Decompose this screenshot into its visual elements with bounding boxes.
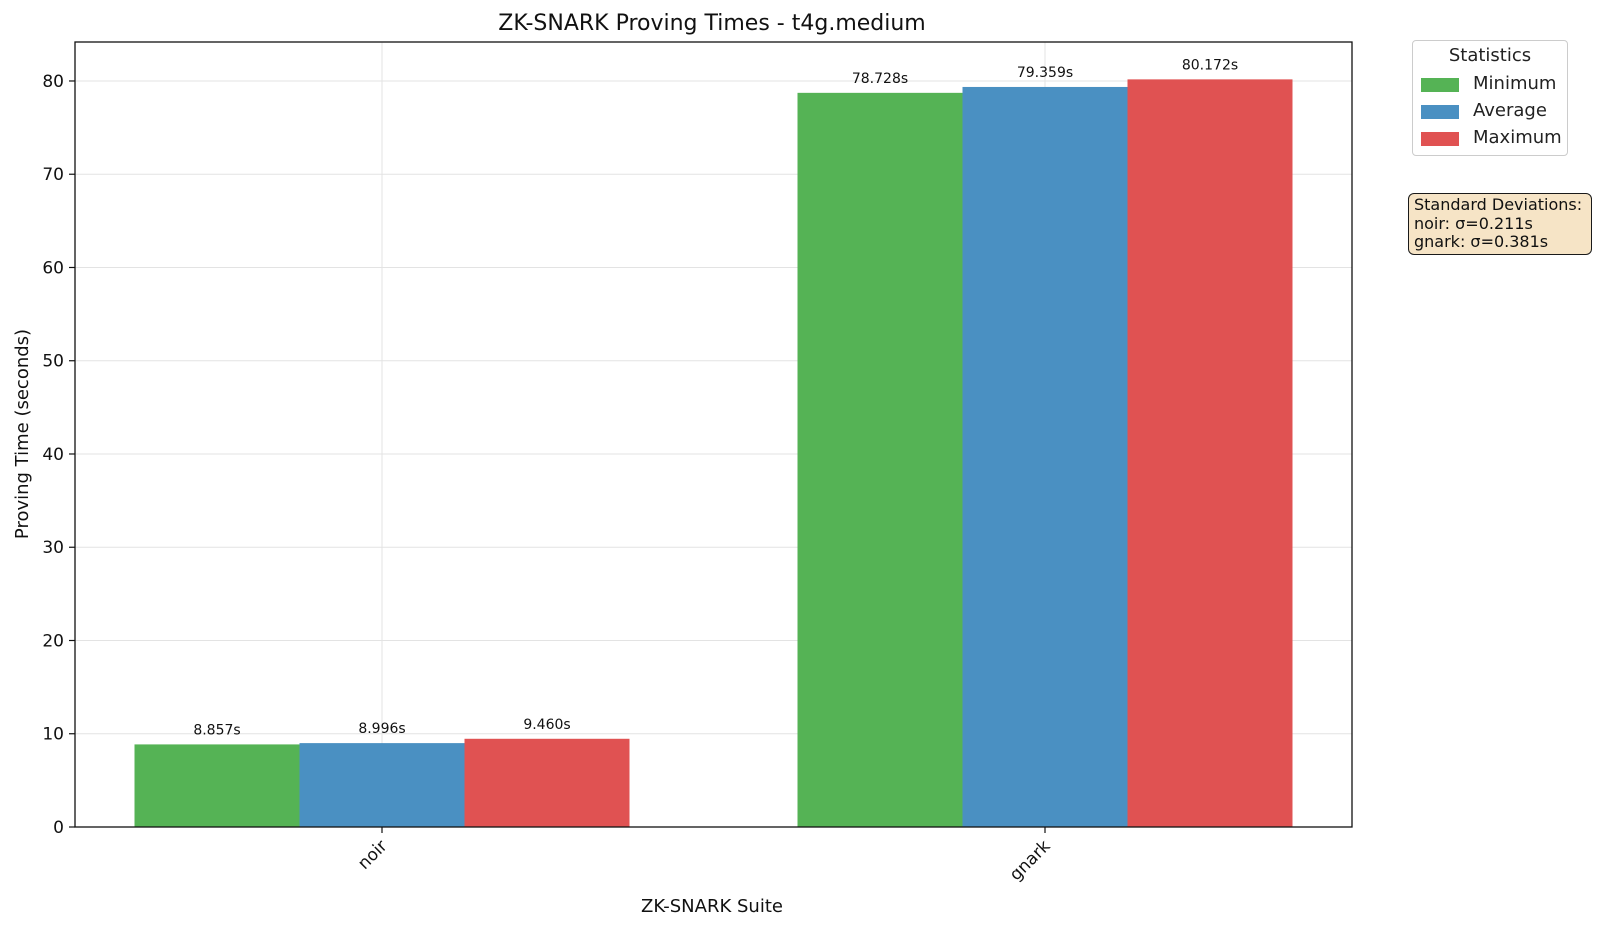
bar-value-labels: 8.857s 8.996s 9.460s 78.728s 79.359s 80.172s — [193, 57, 1238, 738]
bar-value-label-maximum-noir: 9.460s — [523, 717, 570, 733]
y-tick-label: 10 — [42, 725, 64, 745]
y-tick-label: 20 — [42, 631, 64, 651]
plot-frame — [74, 41, 1353, 828]
bar-maximum-noir — [464, 738, 630, 827]
std-deviation-gnark: gnark: σ=0.381s — [1414, 232, 1549, 251]
y-tick-label: 40 — [42, 445, 64, 465]
x-tick-label-noir: noir — [354, 836, 391, 873]
y-tick-label: 80 — [42, 72, 64, 92]
legend: Statistics Minimum Average Maximum — [1412, 40, 1568, 156]
legend-label-maximum: Maximum — [1473, 127, 1562, 148]
std-deviation-annotation: Standard Deviations: noir: σ=0.211s gnar… — [1408, 193, 1592, 255]
bar-average-gnark — [962, 86, 1128, 828]
bar-average-noir — [299, 743, 465, 827]
y-tick-label: 60 — [42, 258, 64, 278]
legend-label-minimum: Minimum — [1473, 73, 1557, 94]
bar-minimum-noir — [134, 744, 300, 827]
legend-swatch-minimum — [1421, 78, 1459, 92]
y-tick-label: 50 — [42, 352, 64, 372]
legend-label-average: Average — [1473, 100, 1547, 121]
y-tick-label: 70 — [42, 165, 64, 185]
legend-swatch-maximum — [1421, 132, 1459, 146]
bar-value-label-minimum-gnark: 78.728s — [852, 71, 908, 87]
legend-swatch-average — [1421, 105, 1459, 119]
bar-minimum-gnark — [797, 92, 963, 827]
bar-value-label-average-noir: 8.996s — [358, 721, 405, 737]
bar-maximum-gnark — [1127, 79, 1293, 828]
y-tick-label: 30 — [42, 538, 64, 558]
std-deviation-title: Standard Deviations: — [1414, 195, 1583, 214]
legend-title: Statistics — [1448, 45, 1532, 66]
x-tick-label-gnark: gnark — [1006, 836, 1055, 885]
bar-value-label-minimum-noir: 8.857s — [193, 722, 240, 738]
bar-value-label-average-gnark: 79.359s — [1017, 65, 1073, 81]
bar-value-label-maximum-gnark: 80.172s — [1182, 57, 1238, 73]
y-tick-label: 0 — [53, 818, 64, 838]
chart-title: ZK-SNARK Proving Times - t4g.medium — [498, 11, 925, 36]
y-axis-label: Proving Time (seconds) — [12, 329, 33, 539]
std-deviation-noir: noir: σ=0.211s — [1414, 213, 1533, 233]
bars — [134, 79, 1293, 828]
x-axis-label: ZK-SNARK Suite — [641, 896, 783, 917]
